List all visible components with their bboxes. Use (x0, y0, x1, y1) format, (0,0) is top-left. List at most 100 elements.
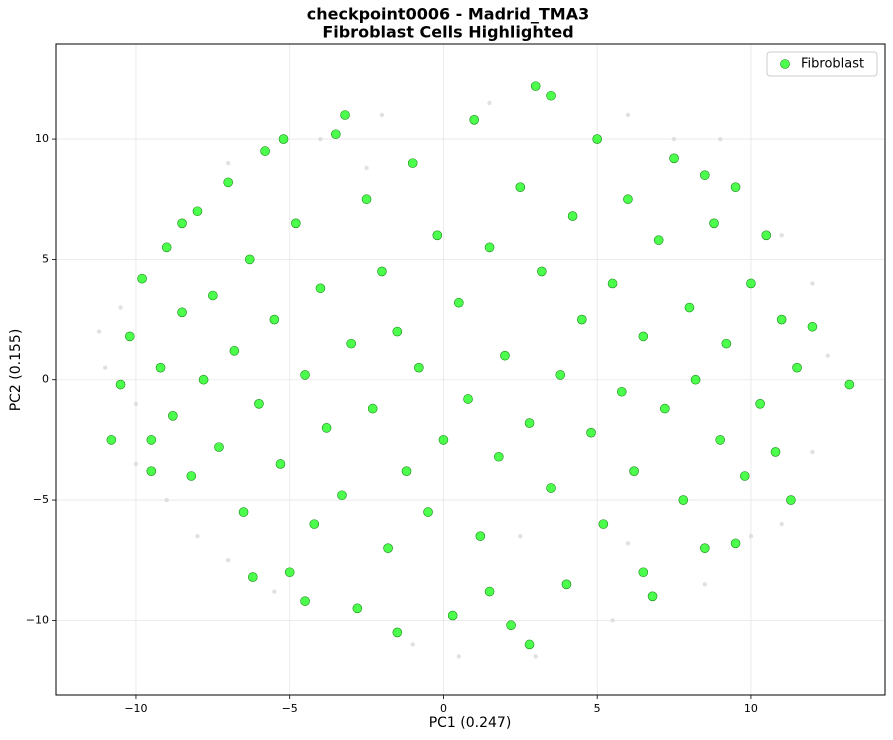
point (186, 471, 197, 481)
point (844, 379, 855, 390)
point (776, 314, 787, 325)
chart-subtitle: Fibroblast Cells Highlighted (322, 23, 573, 42)
chart-title: checkpoint0006 - Madrid_TMA3 (307, 5, 589, 24)
background-point (518, 533, 523, 539)
background-point (164, 497, 169, 503)
background-point (133, 461, 139, 467)
point (500, 350, 510, 361)
point (315, 283, 326, 294)
point (546, 90, 556, 101)
x-tick-label: −5 (282, 702, 298, 715)
point (447, 610, 458, 621)
point (115, 379, 126, 390)
x-axis-label: PC1 (0.247) (429, 715, 512, 731)
point (168, 411, 178, 421)
series (96, 100, 831, 659)
y-axis-label: PC2 (0.155) (8, 329, 24, 412)
background-point (702, 582, 708, 587)
point (739, 471, 750, 481)
point (669, 153, 679, 164)
point (238, 507, 249, 517)
point (331, 129, 341, 140)
background-point (410, 642, 415, 647)
background-point (456, 654, 462, 659)
point (537, 266, 547, 277)
y-tick-label: −10 (26, 613, 49, 626)
series (106, 81, 855, 650)
point (244, 254, 255, 265)
point (586, 427, 596, 438)
point (730, 538, 741, 549)
point (198, 374, 209, 385)
point (761, 230, 772, 241)
point (383, 543, 393, 553)
point (469, 115, 479, 125)
point (367, 403, 378, 414)
point (278, 134, 289, 144)
point (340, 110, 350, 120)
point (223, 177, 233, 188)
point (721, 338, 732, 349)
plot-frame (55, 43, 886, 696)
point (678, 495, 689, 505)
point (653, 235, 664, 245)
point (414, 362, 424, 373)
point (463, 394, 473, 404)
x-tick-label: 0 (440, 702, 447, 715)
point (284, 567, 295, 578)
point (700, 170, 710, 180)
point (730, 182, 741, 192)
point (146, 435, 157, 445)
point (786, 495, 796, 505)
point (337, 490, 347, 501)
background-point (625, 541, 631, 546)
grid (56, 44, 885, 695)
point (300, 370, 310, 380)
background-point (810, 281, 815, 286)
point (177, 218, 187, 229)
point (684, 302, 695, 313)
point (524, 639, 535, 650)
point (715, 435, 725, 445)
point (561, 579, 572, 590)
background-point (610, 618, 615, 623)
background-point (96, 329, 102, 334)
point (229, 346, 240, 356)
point (146, 466, 157, 476)
point (506, 620, 516, 631)
legend-marker (780, 59, 790, 69)
point (598, 519, 609, 529)
point (700, 543, 710, 553)
point (309, 519, 320, 529)
point (792, 362, 802, 373)
background-point (225, 160, 231, 166)
point (254, 398, 264, 409)
background-point (487, 100, 492, 106)
y-tick-label: −5 (33, 493, 49, 506)
point (755, 398, 765, 409)
point (155, 362, 166, 373)
background-point (671, 136, 677, 142)
point (291, 218, 301, 229)
point (647, 591, 658, 602)
background-point (717, 136, 723, 142)
x-tick-label: 5 (594, 702, 601, 715)
point (106, 435, 117, 445)
background-point (779, 233, 784, 238)
point (454, 297, 464, 308)
background-point (533, 654, 538, 659)
point (690, 374, 701, 385)
point (392, 326, 403, 337)
legend-label: Fibroblast (801, 57, 864, 72)
point (577, 314, 587, 325)
background-point (364, 165, 369, 171)
point (438, 435, 449, 445)
point (807, 321, 818, 332)
background-point (133, 401, 139, 406)
point (607, 278, 618, 289)
point (161, 242, 172, 253)
point (177, 307, 187, 318)
point (432, 230, 443, 241)
legend-box (766, 51, 878, 77)
